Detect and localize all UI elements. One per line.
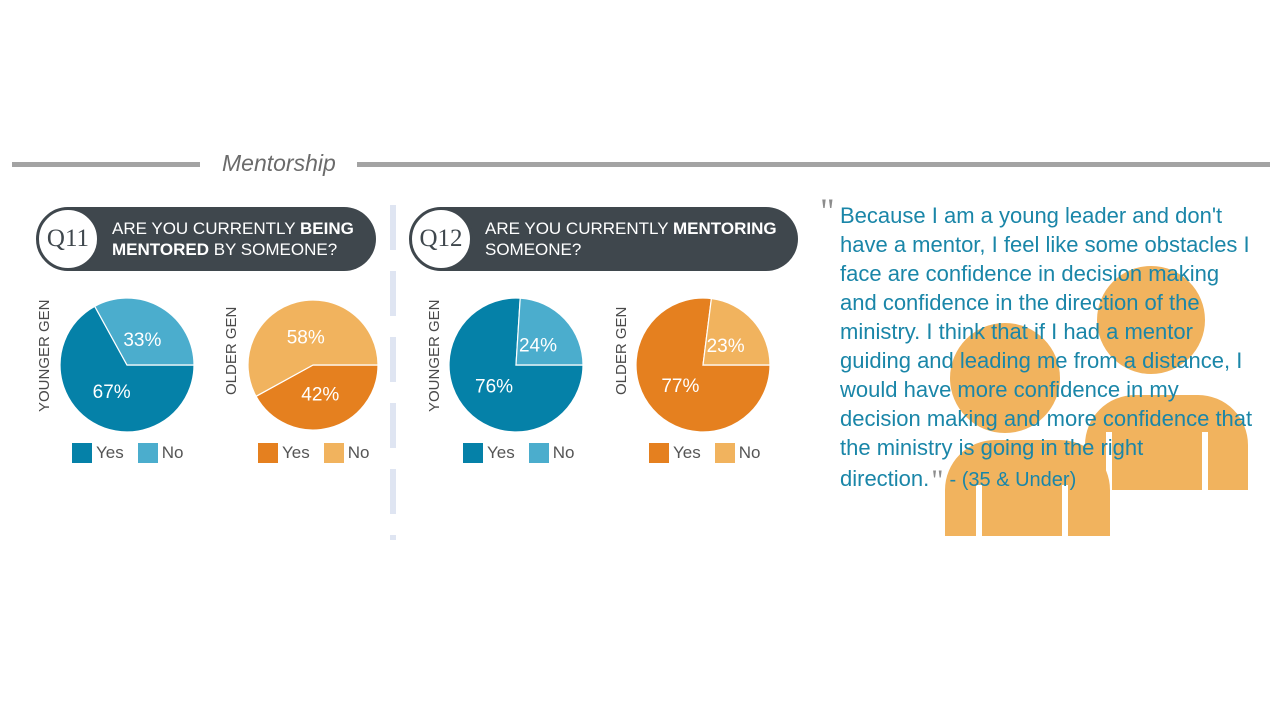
pie-slice-yes	[635, 297, 771, 433]
q11-badge: Q11	[36, 207, 100, 271]
data-label-no: 23%	[707, 336, 745, 357]
title-rule-right	[357, 162, 1270, 167]
pie-slice-no	[515, 297, 584, 366]
q11-younger-legend: Yes No	[72, 443, 183, 463]
data-label-yes: 77%	[661, 376, 699, 397]
pie-slice-yes	[448, 297, 584, 433]
legend-swatch-no	[528, 443, 549, 463]
legend-swatch-yes	[463, 443, 483, 463]
q12-younger-legend: Yes No	[463, 443, 574, 463]
pie-slice-no	[247, 299, 379, 398]
open-quote-mark: "	[820, 191, 835, 231]
data-label-no: 24%	[519, 335, 557, 356]
pie-chart-q11-older: 42% 58%	[247, 299, 379, 431]
title-rule-left	[12, 162, 200, 167]
quote-block: Because I am a young leader and don't ha…	[840, 201, 1260, 497]
pie-slice-yes	[255, 364, 379, 431]
q12-older-legend: Yes No	[649, 443, 760, 463]
pie-slice-yes	[59, 305, 195, 433]
legend-swatch-yes	[72, 443, 92, 463]
pie-chart-q11-younger: 67% 33%	[59, 297, 195, 433]
data-label-yes: 76%	[475, 377, 513, 398]
data-label-no: 58%	[287, 328, 325, 349]
pie-chart-q12-younger: 76% 24%	[448, 297, 584, 433]
q12-header	[412, 207, 798, 271]
section-title: Mentorship	[222, 150, 336, 176]
quote-text: Because I am a young leader and don't ha…	[840, 203, 1253, 491]
pie-slice-no	[702, 297, 771, 366]
quote-attribution: - (35 & Under)	[949, 469, 1077, 491]
q12-badge: Q12	[409, 207, 473, 271]
pie-slice-no	[93, 297, 195, 366]
q11-older-legend: Yes No	[258, 443, 369, 463]
data-label-yes: 42%	[301, 384, 339, 405]
legend-swatch-no	[323, 443, 344, 463]
legend-swatch-no	[137, 443, 158, 463]
section-divider	[390, 205, 396, 540]
legend-swatch-no	[714, 443, 735, 463]
data-label-yes: 67%	[93, 382, 131, 403]
close-quote-mark: "	[931, 464, 944, 497]
data-label-no: 33%	[123, 330, 161, 351]
q12-question: ARE YOU CURRENTLY MENTORING SOMEONE?	[485, 219, 777, 259]
q11-question: ARE YOU CURRENTLY BEING MENTORED BY SOME…	[112, 219, 354, 259]
legend-swatch-yes	[258, 443, 278, 463]
legend-swatch-yes	[649, 443, 669, 463]
pie-chart-q12-older: 77% 23%	[635, 297, 771, 433]
